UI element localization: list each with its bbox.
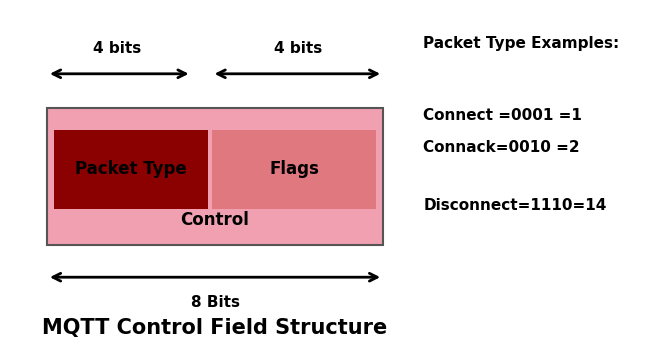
Text: MQTT Control Field Structure: MQTT Control Field Structure: [42, 318, 388, 338]
Bar: [47, 108, 383, 245]
Text: Connack=0010 =2: Connack=0010 =2: [423, 140, 580, 155]
Text: Flags: Flags: [269, 160, 319, 178]
Text: Connect =0001 =1: Connect =0001 =1: [423, 108, 582, 123]
Text: Disconnect=1110=14: Disconnect=1110=14: [423, 198, 607, 213]
Text: 8 Bits: 8 Bits: [191, 295, 239, 310]
Text: Control: Control: [181, 211, 249, 229]
Text: Packet Type: Packet Type: [75, 160, 187, 178]
Text: 4 bits: 4 bits: [93, 41, 142, 56]
Text: Packet Type Examples:: Packet Type Examples:: [423, 36, 620, 51]
Text: 4 bits: 4 bits: [274, 41, 322, 56]
Bar: [212, 130, 376, 209]
Bar: [54, 130, 208, 209]
